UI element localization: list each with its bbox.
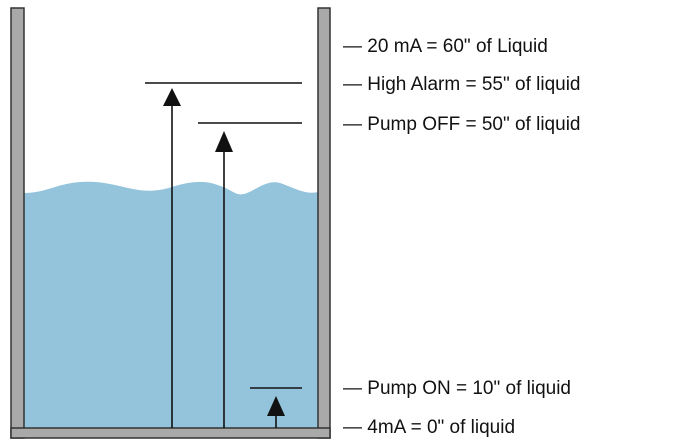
label-high-alarm: — High Alarm = 55" of liquid — [343, 74, 581, 95]
label-4ma: — 4mA = 0" of liquid — [343, 417, 515, 438]
tank-left-wall — [10, 7, 25, 439]
tank-bottom-wall — [10, 427, 331, 439]
pump-off-arrow-head — [215, 131, 233, 152]
tank-right-wall — [317, 7, 331, 439]
label-pump-off: — Pump OFF = 50" of liquid — [343, 114, 580, 135]
pump-on-arrow-head — [267, 396, 285, 416]
label-20ma: — 20 mA = 60" of Liquid — [343, 36, 548, 57]
liquid — [24, 181, 318, 428]
high-alarm-arrow-head — [163, 88, 181, 106]
label-pump-on: — Pump ON = 10" of liquid — [343, 378, 571, 399]
